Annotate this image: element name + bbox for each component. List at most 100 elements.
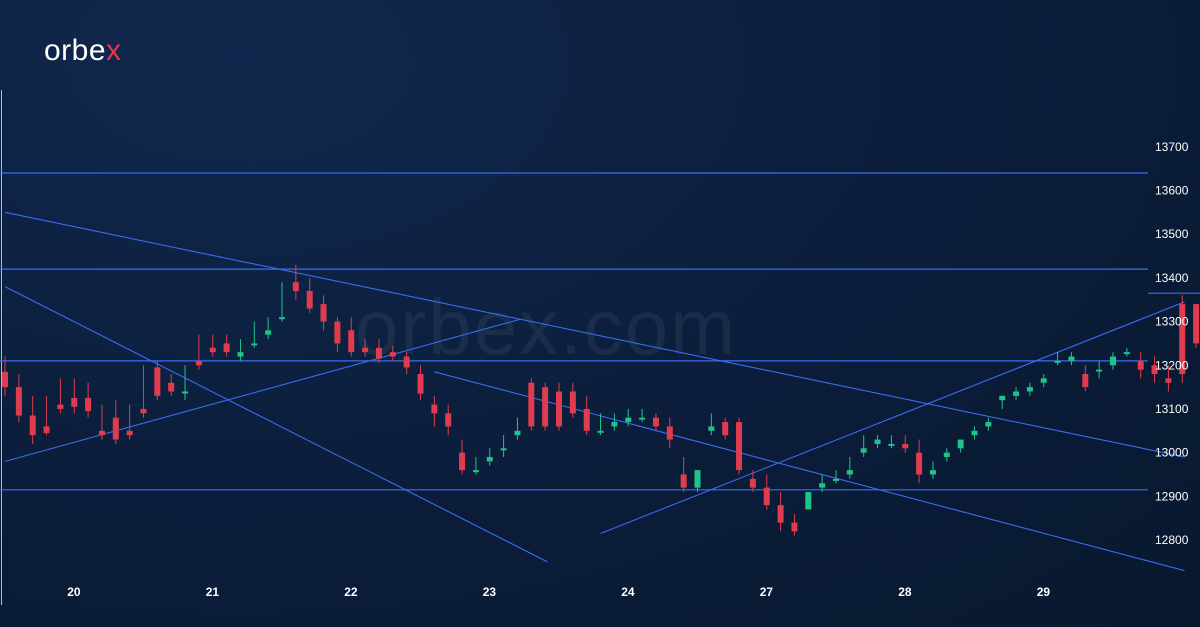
candle-body bbox=[334, 321, 341, 344]
candle-body bbox=[126, 430, 133, 436]
candle-body bbox=[639, 417, 646, 420]
trendline bbox=[4, 286, 548, 563]
candle-body bbox=[486, 457, 493, 462]
candle-body bbox=[112, 417, 119, 440]
candle-body bbox=[417, 374, 424, 394]
logo-x-mark: x bbox=[106, 34, 122, 67]
candle-body bbox=[680, 474, 687, 488]
candle-body bbox=[29, 415, 36, 436]
candle-body bbox=[736, 422, 743, 471]
candle-body bbox=[860, 448, 867, 453]
candle-body bbox=[902, 443, 909, 449]
candle-body bbox=[445, 413, 452, 427]
x-tick-label: 28 bbox=[898, 585, 912, 599]
candle-body bbox=[292, 282, 299, 291]
x-tick-label: 21 bbox=[206, 585, 220, 599]
candle-body bbox=[999, 395, 1006, 401]
candle-body bbox=[1193, 304, 1200, 344]
candle-body bbox=[182, 391, 189, 394]
candle-body bbox=[43, 426, 50, 433]
candle-body bbox=[1096, 369, 1103, 372]
candle-body bbox=[265, 330, 272, 335]
y-tick-label: 13200 bbox=[1155, 358, 1189, 372]
candle-body bbox=[611, 422, 618, 427]
candle-body bbox=[15, 387, 22, 416]
candle-body bbox=[98, 430, 105, 436]
orbex-logo: orbex bbox=[44, 34, 122, 68]
logo-text: orbe bbox=[44, 34, 107, 67]
y-tick-label: 13700 bbox=[1155, 140, 1189, 154]
candle-body bbox=[833, 478, 839, 481]
candle-body bbox=[251, 343, 258, 346]
candle-body bbox=[1151, 365, 1158, 375]
candle-body bbox=[916, 452, 923, 475]
candle-body bbox=[279, 317, 285, 320]
candle-body bbox=[154, 367, 161, 396]
candle-body bbox=[306, 290, 313, 309]
trendline bbox=[4, 211, 1185, 458]
candle-body bbox=[763, 487, 770, 506]
candle-body bbox=[514, 430, 521, 436]
y-tick-label: 13300 bbox=[1155, 315, 1189, 329]
candle-body bbox=[971, 430, 978, 436]
candle-body bbox=[722, 422, 729, 436]
candle-body bbox=[223, 343, 230, 353]
candle-body bbox=[168, 382, 175, 392]
candle-body bbox=[375, 347, 382, 359]
candle-body bbox=[819, 483, 826, 488]
candle-body bbox=[708, 426, 715, 431]
y-tick-label: 12900 bbox=[1155, 489, 1189, 503]
trendline bbox=[600, 301, 1185, 535]
candle-body bbox=[2, 371, 8, 388]
y-tick-label: 13400 bbox=[1155, 271, 1189, 285]
candle-body bbox=[348, 330, 355, 353]
candle-body bbox=[362, 347, 369, 353]
x-tick-label: 22 bbox=[344, 585, 358, 599]
candle-body bbox=[85, 398, 92, 412]
candle-body bbox=[195, 360, 202, 366]
x-tick-label: 27 bbox=[760, 585, 774, 599]
y-tick-label: 13000 bbox=[1155, 446, 1189, 460]
y-tick-label: 13100 bbox=[1155, 402, 1189, 416]
candle-body bbox=[694, 470, 701, 488]
candle-body bbox=[805, 491, 812, 510]
candle-body bbox=[1082, 374, 1089, 388]
x-tick-label: 20 bbox=[67, 585, 81, 599]
candle-body bbox=[528, 382, 535, 427]
candle-body bbox=[431, 404, 438, 414]
candle-body bbox=[472, 470, 479, 473]
candle-body bbox=[597, 430, 604, 433]
candle-body bbox=[957, 439, 964, 449]
candle-body bbox=[389, 352, 396, 357]
candle-body bbox=[929, 470, 936, 475]
candle-body bbox=[569, 391, 576, 414]
candle-body bbox=[320, 304, 327, 322]
candle-body bbox=[556, 391, 562, 427]
candle-body bbox=[237, 352, 244, 357]
trendline bbox=[4, 318, 520, 462]
candle-body bbox=[459, 452, 466, 471]
candle-body bbox=[500, 448, 507, 451]
candle-body bbox=[583, 408, 590, 431]
candle-body bbox=[1165, 378, 1172, 383]
candle-body bbox=[542, 387, 549, 427]
candle-body bbox=[985, 422, 992, 427]
candle-body bbox=[1123, 352, 1130, 355]
candle-body bbox=[1054, 360, 1061, 363]
candle-body bbox=[1026, 387, 1033, 392]
y-tick-label: 13600 bbox=[1155, 183, 1189, 197]
candle-body bbox=[71, 398, 78, 407]
candle-body bbox=[209, 347, 216, 353]
candle-body bbox=[652, 417, 659, 427]
candle-body bbox=[749, 478, 756, 488]
x-tick-label: 23 bbox=[483, 585, 497, 599]
candle-body bbox=[874, 439, 881, 444]
candle-body bbox=[1179, 304, 1186, 375]
candle-body bbox=[1040, 378, 1047, 383]
candle-body bbox=[57, 404, 64, 409]
candle-body bbox=[791, 522, 798, 532]
candle-body bbox=[1110, 356, 1116, 366]
candle-body bbox=[888, 443, 895, 446]
